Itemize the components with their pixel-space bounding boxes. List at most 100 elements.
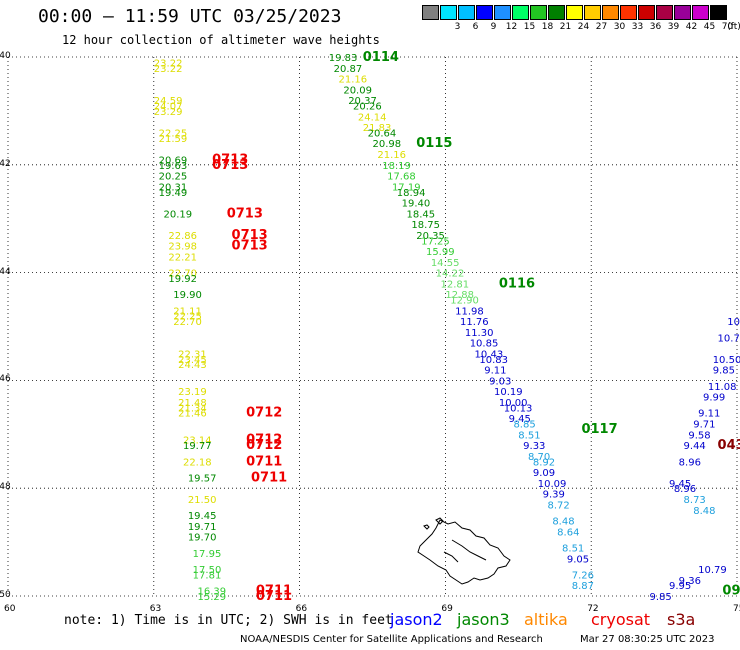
- wave-height-value: 18.19: [382, 161, 411, 172]
- wave-height-value: 19.83: [329, 53, 358, 64]
- wave-height-value: 8.92: [533, 457, 555, 468]
- satellite-altika: altika: [524, 610, 568, 629]
- wave-height-value: 24.07: [154, 102, 183, 113]
- wave-height-value: 9.45: [669, 479, 691, 490]
- wave-height-value: 12.88: [445, 290, 474, 301]
- wave-height-value: 20.35: [416, 231, 445, 242]
- footer-credit: NOAA/NESDIS Center for Satellite Applica…: [240, 634, 543, 645]
- wave-height-value: 18.94: [397, 188, 426, 199]
- pass-time-tag: 09: [722, 584, 740, 599]
- wave-height-value: 8.51: [518, 430, 540, 441]
- pass-time-tag: 0115: [416, 136, 452, 151]
- wave-height-value: 17.68: [387, 172, 416, 183]
- legend-swatch: [476, 5, 493, 20]
- satellite-cryosat: cryosat: [591, 610, 651, 629]
- wave-height-value: 20.25: [159, 172, 188, 183]
- wave-height-value: 22.25: [159, 128, 188, 139]
- wave-height-value: 22.21: [168, 252, 197, 263]
- wave-height-value: 10.83: [479, 355, 508, 366]
- wave-height-value: 9.95: [669, 581, 691, 592]
- wave-height-value: 21.83: [363, 123, 392, 134]
- pass-time-tag: 0114: [363, 50, 399, 65]
- wave-height-value: 11.98: [455, 306, 484, 317]
- wave-height-value: 17.19: [392, 182, 421, 193]
- wave-height-value: 19.45: [188, 511, 217, 522]
- wave-height-value: 8.87: [572, 581, 594, 592]
- wave-height-value: 9.39: [543, 490, 565, 501]
- lat-tick-label: -48: [0, 482, 11, 493]
- pass-time-tag: 0117: [581, 422, 617, 437]
- legend-label: 3: [454, 22, 461, 32]
- lat-tick-label: -46: [0, 374, 11, 385]
- lon-tick-label: 66: [295, 604, 308, 614]
- wave-height-value: 9.03: [489, 376, 511, 387]
- wave-height-value: 21.34: [178, 403, 207, 414]
- legend-label: 36: [649, 22, 662, 32]
- wave-height-value: 20.26: [353, 102, 382, 113]
- wave-height-value: 14.22: [436, 269, 465, 280]
- wave-height-value: 19.90: [173, 290, 202, 301]
- pass-time-tag: 0712: [246, 438, 282, 453]
- footer-note: note: 1) Time is in UTC; 2) SWH is in fe…: [64, 613, 393, 628]
- island-inlet: [443, 539, 487, 563]
- legend-swatch: [674, 5, 691, 20]
- wave-height-value: 9.99: [703, 393, 725, 404]
- legend-swatch: [512, 5, 529, 20]
- wave-height-value: 20.69: [159, 155, 188, 166]
- wave-height-value: 20.64: [368, 128, 397, 139]
- wave-height-value: 14.55: [431, 258, 460, 269]
- wave-height-value: 8.64: [557, 527, 579, 538]
- wave-height-value: 9.71: [693, 420, 715, 431]
- lat-tick-label: -40: [0, 51, 11, 61]
- wave-height-value: 9.33: [523, 441, 545, 452]
- pass-time-tag: 0713: [232, 228, 268, 243]
- lat-tick-label: -44: [0, 266, 11, 277]
- wave-height-value: 21.11: [173, 306, 202, 317]
- wave-height-value: 19.77: [183, 441, 212, 452]
- island-coast: [417, 519, 511, 585]
- wave-height-value: 19.49: [159, 188, 188, 199]
- wave-height-value: 21.16: [338, 75, 367, 86]
- pass-time-tag: 0712: [246, 406, 282, 421]
- wave-height-value: 22.25: [173, 312, 202, 323]
- lat-tick-label: -42: [0, 158, 11, 169]
- lon-tick-label: 60: [4, 604, 16, 614]
- legend-label: 12: [505, 22, 518, 32]
- wave-height-value: 8.70: [528, 452, 550, 463]
- wave-height-value: 8.85: [513, 420, 535, 431]
- wave-height-value: 9.58: [688, 430, 710, 441]
- legend-label: 42: [685, 22, 698, 32]
- wave-height-value: 23.22: [154, 58, 183, 69]
- wave-height-value: 12.81: [441, 279, 470, 290]
- wave-height-value: 19.40: [402, 199, 431, 210]
- legend-swatch: [548, 5, 565, 20]
- wave-height-value: 22.70: [168, 269, 197, 280]
- wave-height-value: 17.81: [193, 570, 222, 581]
- legend-swatch: [458, 5, 475, 20]
- lon-tick-label: 69: [441, 604, 453, 614]
- pass-time-tag: 0713: [227, 206, 263, 221]
- wave-height-value: 8.96: [674, 484, 696, 495]
- wave-height-value: 9.45: [509, 414, 531, 425]
- legend-label: 6: [472, 22, 479, 32]
- pass-time-tag: 0713: [212, 158, 248, 173]
- wave-height-value: 8.51: [562, 543, 584, 554]
- wave-height-value: 19.92: [168, 274, 197, 285]
- wave-height-value: 10.09: [538, 479, 567, 490]
- wave-height-value: 22.31: [178, 349, 207, 360]
- wave-height-value: 10.13: [504, 403, 533, 414]
- wave-height-value: 17.50: [193, 565, 222, 576]
- wave-height-value: 10.79: [718, 333, 740, 344]
- legend-swatch: [584, 5, 601, 20]
- wave-height-value: 20.98: [373, 139, 402, 150]
- wave-height-value: 22.18: [183, 457, 212, 468]
- lon-tick-label: 63: [149, 604, 162, 614]
- pass-time-tag: 043: [718, 438, 740, 453]
- pass-time-tag: 0713: [212, 152, 248, 167]
- wave-height-value: 21.59: [159, 134, 188, 145]
- wave-height-value: 9.85: [713, 366, 735, 377]
- legend-label: 45: [703, 22, 716, 32]
- wave-height-value: 10.43: [475, 349, 504, 360]
- wave-height-value: 16.39: [198, 587, 227, 598]
